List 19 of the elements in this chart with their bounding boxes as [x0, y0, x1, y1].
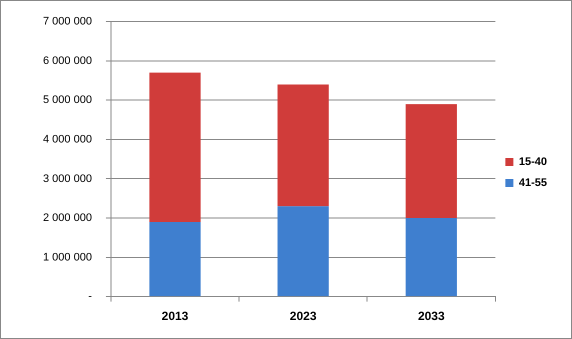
bar: [278, 206, 329, 296]
bar: [406, 104, 457, 218]
x-tick-label: 2023: [290, 309, 317, 324]
x-tick-label: 2013: [162, 309, 189, 324]
y-tick-label: -: [88, 290, 92, 303]
bar: [278, 84, 329, 206]
y-tick-label: 5 000 000: [43, 94, 92, 106]
bar: [149, 222, 201, 296]
y-tick-label: 7 000 000: [43, 16, 92, 28]
legend-label: 41-55: [518, 177, 548, 190]
legend-label: 15-40: [518, 156, 548, 168]
y-tick-label: 6 000 000: [43, 54, 92, 67]
bar: [149, 72, 201, 222]
x-tick-label: 2033: [418, 309, 445, 324]
y-tick-label: 3 000 000: [43, 172, 92, 185]
y-tick-label: 1 000 000: [43, 251, 92, 264]
y-tick-label: 4 000 000: [43, 133, 92, 146]
y-tick-label: 2 000 000: [43, 212, 92, 224]
bar: [406, 218, 457, 296]
